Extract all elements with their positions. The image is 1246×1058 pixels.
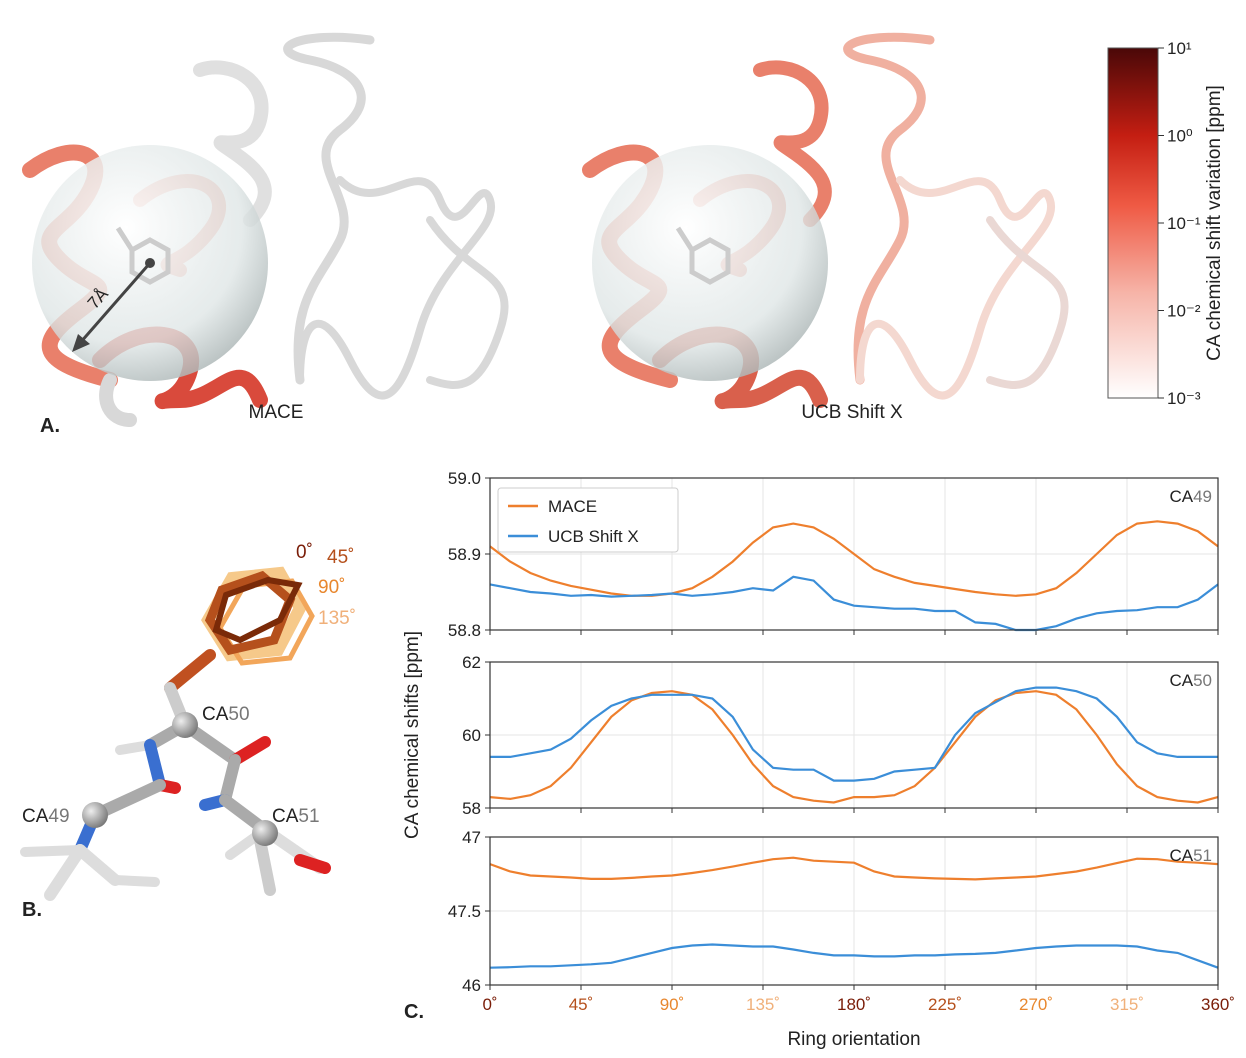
colorbar-tick-label: 10⁻²	[1167, 302, 1201, 321]
sphere	[592, 145, 828, 381]
series-line	[489, 943, 1219, 969]
right-title: UCB Shift X	[801, 402, 903, 423]
y-tick-label: 47	[462, 828, 481, 847]
x-axis-label: Ring orientation	[787, 1029, 920, 1050]
x-tick-label: 45˚	[569, 995, 594, 1014]
panel-label: B.	[22, 899, 42, 921]
axes-frame	[489, 836, 1219, 986]
axes-frame	[489, 477, 1219, 631]
series-line	[489, 575, 1219, 632]
x-tick-label: 135˚	[746, 995, 780, 1014]
left-title: MACE	[249, 402, 304, 423]
x-tick-label: 225˚	[928, 995, 962, 1014]
atom-number: 50	[228, 704, 249, 725]
annotation-number: 49	[1193, 487, 1212, 506]
annotation-name: CA	[1169, 487, 1193, 506]
atom-label: CA49	[22, 806, 70, 827]
x-tick-label: 180˚	[837, 995, 871, 1014]
panel-label: A.	[40, 415, 60, 437]
ring-left	[115, 226, 171, 285]
subplot-annotation: CA50	[1169, 671, 1212, 690]
subplot-annotation: CA51	[1169, 846, 1212, 865]
atom-name: CA	[202, 704, 229, 725]
legend-label: UCB Shift X	[548, 527, 639, 546]
angle-label: 0˚	[296, 542, 313, 563]
y-tick-label: 47.5	[448, 902, 481, 921]
annotation-name: CA	[1169, 846, 1193, 865]
series-line	[489, 520, 1219, 597]
annotation-name: CA	[1169, 671, 1193, 690]
arrow-head	[72, 334, 90, 352]
series-line	[489, 856, 1219, 881]
colorbar-label: CA chemical shift variation [ppm]	[1204, 85, 1225, 361]
y-tick-label: 58.8	[448, 621, 481, 640]
colorbar-tick-label: 10¹	[1167, 39, 1192, 58]
y-tick-label: 60	[462, 726, 481, 745]
panel-label: C.	[404, 1001, 424, 1023]
x-tick-label: 90˚	[660, 995, 685, 1014]
axes-frame	[489, 661, 1219, 809]
colorbar-ticks: 10¹ 10⁰ 10⁻¹ 10⁻² 10⁻³	[1158, 39, 1201, 408]
annotation-number: 50	[1193, 671, 1212, 690]
series-line	[490, 686, 1218, 782]
molecule	[20, 566, 331, 901]
legend-box	[497, 487, 679, 553]
atom	[252, 820, 278, 846]
angle-label: 45˚	[327, 547, 354, 568]
colorbar-tick-label: 10⁻³	[1167, 389, 1201, 408]
subplot-annotation: CA49	[1169, 487, 1212, 506]
atom	[172, 712, 198, 738]
x-tick-label: 0˚	[482, 995, 497, 1014]
colorbar-tick-label: 10⁰	[1167, 127, 1193, 146]
x-tick-label: 270˚	[1019, 995, 1053, 1014]
atom-name: CA	[22, 806, 49, 827]
colorbar-tick-label: 10⁻¹	[1167, 214, 1201, 233]
y-tick-label: 59.0	[448, 469, 481, 488]
atom-label: CA50	[202, 704, 250, 725]
y-tick-label: 62	[462, 653, 481, 672]
atom-number: 49	[48, 806, 69, 827]
legend-label: MACE	[548, 497, 597, 516]
atom-label: CA51	[272, 806, 320, 827]
y-tick-label: 58	[462, 799, 481, 818]
ring-right	[675, 226, 731, 285]
atom	[82, 802, 108, 828]
y-axis-label: CA chemical shifts [ppm]	[402, 631, 423, 839]
y-tick-label: 46	[462, 976, 481, 995]
series-line	[489, 690, 1219, 804]
x-tick-label: 315˚	[1110, 995, 1144, 1014]
x-tick-label: 360˚	[1201, 995, 1235, 1014]
angle-label: 90˚	[318, 577, 345, 598]
y-tick-label: 58.9	[448, 545, 481, 564]
angle-label: 135˚	[318, 608, 356, 629]
atom-number: 51	[298, 806, 319, 827]
annotation-number: 51	[1193, 846, 1212, 865]
radius-arrow	[78, 262, 152, 344]
colorbar	[1107, 47, 1159, 399]
atom-name: CA	[272, 806, 299, 827]
